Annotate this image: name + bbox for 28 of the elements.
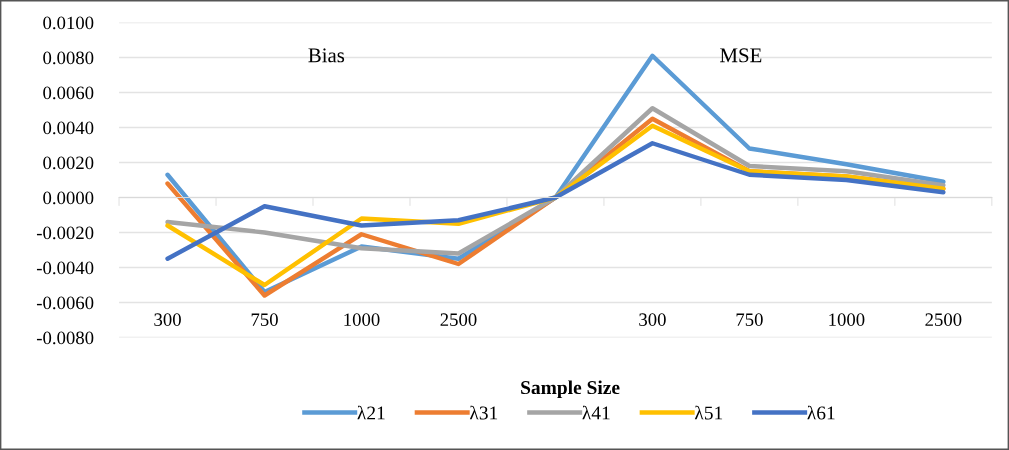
y-tick-label: 0.0080 bbox=[43, 51, 94, 65]
x-tick-label: 2500 bbox=[925, 313, 962, 326]
y-tick-label: -0.0060 bbox=[36, 296, 94, 310]
legend-label: λ21 bbox=[357, 405, 385, 420]
legend-label: λ51 bbox=[694, 405, 723, 420]
y-tick-label: -0.0080 bbox=[36, 331, 94, 345]
line-series bbox=[165, 106, 946, 256]
x-axis-title: Sample Size bbox=[521, 380, 620, 399]
y-tick-label: 0.0040 bbox=[43, 121, 94, 135]
x-tick-label: 300 bbox=[639, 313, 666, 326]
legend-label: λ41 bbox=[582, 405, 610, 420]
annotation: MSE bbox=[720, 48, 762, 63]
x-tick-label: 750 bbox=[251, 313, 278, 326]
y-tick-label: -0.0020 bbox=[36, 226, 94, 240]
x-tick-label: 300 bbox=[154, 313, 181, 326]
y-tick-label: 0.0020 bbox=[43, 156, 94, 170]
line-series bbox=[165, 141, 946, 261]
y-tick-label: 0.0000 bbox=[43, 191, 94, 205]
x-tick-label: 750 bbox=[736, 313, 763, 326]
y-tick-label: -0.0040 bbox=[36, 261, 94, 275]
x-tick-label: 2500 bbox=[440, 313, 477, 326]
legend-label: λ31 bbox=[469, 405, 498, 420]
legend-label: λ61 bbox=[807, 405, 835, 420]
y-tick-label: 0.0060 bbox=[43, 86, 94, 100]
y-tick-label: 0.0100 bbox=[43, 16, 94, 30]
x-tick-label: 1000 bbox=[829, 313, 865, 326]
x-tick-label: 1000 bbox=[344, 313, 380, 326]
annotation: Bias bbox=[308, 48, 345, 63]
